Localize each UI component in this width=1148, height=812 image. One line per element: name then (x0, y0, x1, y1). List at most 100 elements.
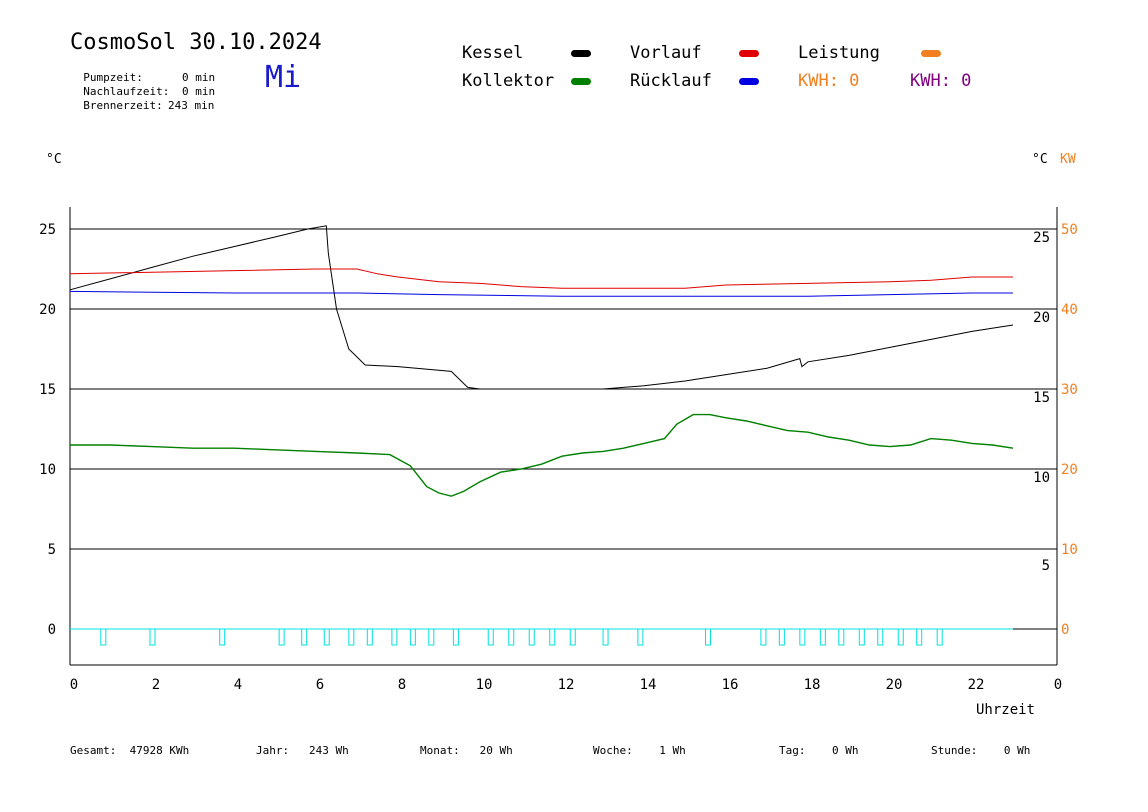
x-tick: 16 (722, 677, 739, 693)
pump-pulse (391, 628, 398, 646)
y-axis-label-right: °C (1032, 152, 1048, 167)
x-tick: 12 (558, 677, 575, 693)
y-tick-right: 25 (1033, 230, 1050, 246)
y-tick-right: 10 (1033, 470, 1050, 486)
pump-pulse (528, 628, 535, 646)
stat-label: Brennerzeit: (83, 99, 163, 112)
footer-monat: Monat: 20 Wh (420, 744, 513, 757)
footer-tag: Tag: 0 Wh (779, 744, 859, 757)
legend-kessel: Kessel (462, 43, 524, 63)
pump-pulse (858, 628, 865, 646)
stat-brennerzeit: Brennerzeit: 243 min (70, 86, 214, 112)
y-tick-left: 20 (39, 302, 56, 318)
y-axis-label-left: °C (46, 152, 62, 167)
pump-pulse (877, 628, 884, 646)
legend-vorlauf-swatch (739, 50, 759, 57)
x-tick: 18 (804, 677, 821, 693)
y-tick-kw: 30 (1061, 382, 1078, 398)
pump-pulse (549, 628, 556, 646)
x-tick: 2 (152, 677, 160, 693)
pump-pulse (799, 628, 806, 646)
legend-kollektor-swatch (571, 78, 591, 85)
legend-leistung: Leistung (798, 43, 880, 63)
pump-pulse (838, 628, 845, 646)
series-kollektor (70, 413, 1014, 497)
y-tick-right: 20 (1033, 310, 1050, 326)
pump-pulse (348, 628, 355, 646)
series-rcklauf (69, 290, 1013, 297)
pump-pulse (149, 628, 156, 646)
y-tick-left: 15 (39, 382, 56, 398)
x-tick: 0 (1054, 677, 1062, 693)
x-tick: 8 (398, 677, 406, 693)
chart-axes (69, 207, 1058, 666)
pump-pulse (301, 628, 308, 646)
pump-pulse (760, 628, 767, 646)
x-tick: 14 (640, 677, 657, 693)
stat-value: 0 min (182, 71, 216, 84)
y-tick-left: 10 (39, 462, 56, 478)
pump-pulse (409, 628, 416, 646)
legend-vorlauf: Vorlauf (630, 43, 702, 63)
y-tick-kw: 10 (1061, 542, 1078, 558)
pump-pulse (916, 628, 923, 646)
pump-pulse (278, 628, 285, 646)
footer-jahr: Jahr: 243 Wh (256, 744, 349, 757)
chart-series (69, 225, 1014, 497)
stat-nachlaufzeit: Nachlaufzeit: 0 min (70, 72, 215, 98)
pump-pulse (936, 628, 943, 646)
footer-stunde: Stunde: 0 Wh (931, 744, 1031, 757)
chart-grid (70, 228, 1057, 630)
y-tick-kw: 20 (1061, 462, 1078, 478)
weekday-label: Mi (265, 60, 302, 95)
legend-ruecklauf: Rücklauf (630, 71, 712, 91)
pump-pulse (569, 628, 576, 646)
footer-woche: Woche: 1 Wh (593, 744, 686, 757)
x-tick: 6 (316, 677, 324, 693)
pump-pulse (428, 628, 435, 646)
pump-pulse (219, 628, 226, 646)
y-tick-kw: 40 (1061, 302, 1078, 318)
stat-pumpzeit: Pumpzeit: 0 min (70, 58, 215, 84)
y-tick-kw: 50 (1061, 222, 1078, 238)
pump-pulse (100, 628, 107, 646)
pump-pulse (452, 628, 459, 646)
x-tick: 22 (968, 677, 985, 693)
pump-pulse (487, 628, 494, 646)
pump-pulse (778, 628, 785, 646)
x-axis-label: Uhrzeit (976, 702, 1035, 718)
pump-pulse (637, 628, 644, 646)
series-kessel (69, 225, 1014, 390)
stat-label: Nachlaufzeit: (83, 85, 170, 98)
x-tick: 4 (234, 677, 242, 693)
x-tick: 10 (476, 677, 493, 693)
pump-pulse (602, 628, 609, 646)
legend-kwh-purple: KWH: 0 (910, 71, 972, 91)
stat-value: 243 min (168, 99, 215, 112)
legend-leistung-swatch (921, 50, 941, 57)
pump-pulse (819, 628, 826, 646)
y-tick-left: 25 (39, 222, 56, 238)
legend-kessel-swatch (571, 50, 591, 57)
legend-ruecklauf-swatch (739, 78, 759, 85)
pump-pulse (897, 628, 904, 646)
y-tick-left: 5 (48, 542, 56, 558)
y-tick-kw: 0 (1061, 622, 1069, 638)
pump-pulse (705, 628, 712, 646)
x-tick: 20 (886, 677, 903, 693)
y-axis-label-kw: KW (1060, 152, 1076, 167)
series-vorlauf (69, 268, 1013, 289)
pump-pulse (508, 628, 515, 646)
footer-gesamt: Gesamt: 47928 KWh (70, 744, 190, 757)
stat-label: Pumpzeit: (83, 71, 143, 84)
y-tick-right: 5 (1042, 558, 1050, 574)
x-tick: 0 (70, 677, 78, 693)
y-tick-right: 15 (1033, 390, 1050, 406)
legend-kollektor: Kollektor (462, 71, 555, 91)
pump-pulse (323, 628, 330, 646)
pump-pulse (366, 628, 373, 646)
chart-title: CosmoSol 30.10.2024 (70, 30, 322, 55)
y-tick-left: 0 (48, 622, 56, 638)
